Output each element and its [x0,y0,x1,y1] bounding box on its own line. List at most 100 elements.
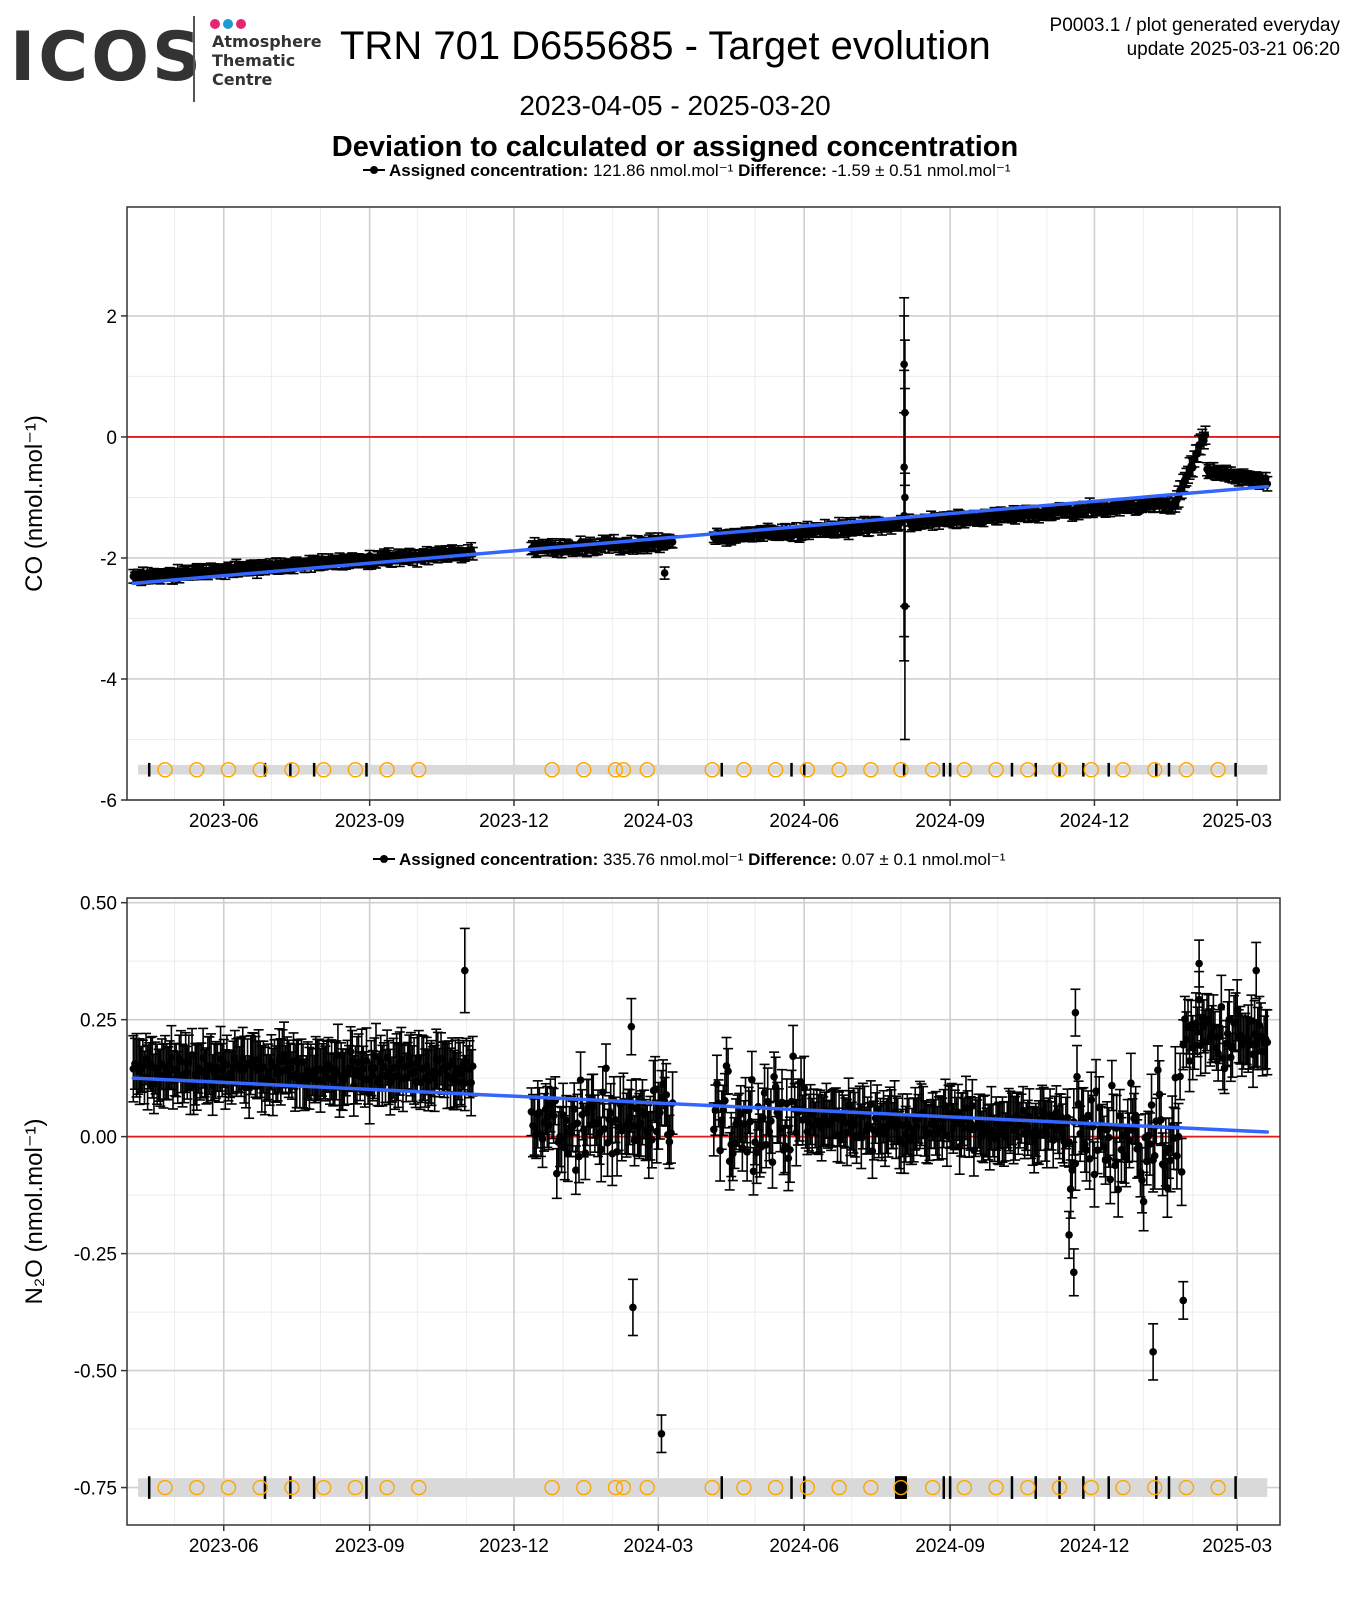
calibration-circle [639,1479,655,1496]
calibration-circle [956,1479,973,1496]
calibration-circle [1020,1479,1036,1496]
legend-assigned-value: 121.86 nmol.mol⁻¹ [593,161,738,180]
spike-point [901,493,909,502]
calibration-circle [1051,1479,1068,1496]
calibration-circle [988,1479,1004,1496]
calibration-circle [411,1479,427,1496]
data-point [602,1064,610,1073]
spike-point [900,360,908,369]
calibration-circle [1147,762,1163,778]
chart-subtitle: Deviation to calculated or assigned conc… [331,131,1019,163]
calibration-circle [1115,762,1131,778]
calibration-circle [157,1479,173,1496]
calibration-circle [576,762,592,778]
calibration-circle [252,762,268,778]
panel-n2o: 2023-06 2023-09 2023-12 2024-03 2024-06 2024-… [21,850,1281,1557]
data-point [752,1148,761,1157]
data-point [597,1145,606,1154]
data-point [748,1075,756,1084]
data-point [346,1047,355,1056]
calibration-circle [607,762,624,778]
y-tick-label: -2 [100,549,117,570]
calibration-circle [607,1479,624,1496]
x-tick-label: 2024-03 [623,811,693,832]
data-point [724,1067,732,1076]
data-point [468,1062,477,1070]
calibration-circle [924,762,941,778]
data-point [759,1114,767,1122]
x-tick-label: 2023-06 [189,811,259,832]
x-tick-label: 2023-09 [335,811,405,832]
data-point [767,1117,775,1125]
calibration-circle [220,762,237,778]
plot-frame [126,206,1281,801]
calibration-circle [1115,1479,1131,1496]
data-point [786,1145,794,1154]
legend: Assigned concentration: 121.86 nmol.mol⁻… [363,161,1011,180]
calibration-circle [767,1479,784,1496]
calibration-circle [252,1479,268,1496]
calibration-circle [1178,762,1195,778]
y-tick-label: -4 [100,670,117,691]
data-point [968,1102,977,1110]
data-points [128,927,1273,1454]
calibration-circle [1051,762,1068,778]
data-point [784,1154,793,1163]
x-tick-label: 2025-03 [1202,811,1272,832]
calibration-circle [1210,1479,1226,1496]
calibration-circle [988,762,1004,778]
y-tick-label: 0 [106,428,117,449]
date-range: 2023-04-05 - 2025-03-20 [519,90,831,121]
x-tick-label: 2024-06 [769,811,839,832]
data-point [668,538,677,546]
calibration-circle [544,1479,560,1496]
data-point [552,1169,561,1178]
calibration-circle [704,1479,720,1496]
legend-assigned-label: Assigned concentration: [389,161,593,180]
calibration-circle [799,1479,816,1496]
calibration-circle [639,762,655,778]
data-point [789,1052,797,1061]
calibration-circle [576,1479,592,1496]
y-tick-label: 2 [106,307,117,328]
plot-info: P0003.1 / plot generated everyday update… [1050,14,1340,62]
calibration-circle [1020,762,1036,778]
data-point [613,1147,621,1156]
data-point [648,1135,656,1144]
calibration-circle [831,762,847,778]
data-point [538,1135,547,1143]
data-point [749,1167,758,1176]
data-point [660,569,669,577]
data-point [665,1138,674,1146]
calibration-circle [956,762,973,778]
plot-info-line: P0003.1 / plot generated everyday [1049,15,1340,36]
calibration-circle [1083,762,1099,778]
data-point [662,1091,671,1099]
data-point [1201,431,1210,439]
calibration-circle [379,762,395,778]
legend-marker [370,166,378,174]
calibration-circle [736,762,752,778]
legend-difference-value: -1.59 ± 0.51 nmol.mol⁻¹ [832,161,1011,180]
calibration-circle [315,1479,332,1496]
calibration-circle [924,1479,941,1496]
data-point [656,1108,664,1117]
calibration-circle [347,762,364,778]
page-title: TRN 701 D655685 - Target evolution [340,24,991,68]
data-point [954,1108,962,1117]
cylinder-band [138,1478,1268,1497]
data-point [867,1100,875,1109]
header: ICOS Atmosphere Thematic Centre TRN 701 … [0,0,1350,190]
plot-info-line: update 2025-03-21 06:20 [1126,39,1340,60]
calibration-circle [379,1479,395,1496]
calibration-circle [799,762,816,778]
data-point [606,1109,615,1118]
calibration-circle [767,762,784,778]
calibration-circle [1083,1479,1099,1496]
calibration-circle [1210,762,1226,778]
calibration-circle [544,762,560,778]
calibration-circle [157,762,173,778]
data-point [721,1096,729,1105]
data-point [762,1140,770,1149]
